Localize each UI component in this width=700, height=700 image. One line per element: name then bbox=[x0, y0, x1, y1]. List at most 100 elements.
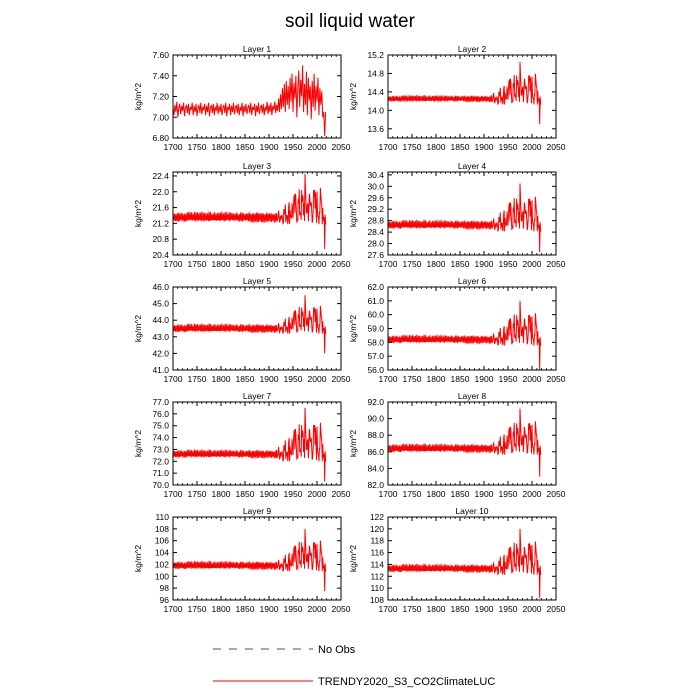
y-tick-label: 106 bbox=[155, 536, 169, 546]
y-axis-label: kg/m^2 bbox=[133, 545, 143, 572]
panel-layer-3: Layer 3 kg/m^2 1700 1750 1800 1850 1900 1950 200… bbox=[133, 161, 351, 269]
y-tick-label: 122 bbox=[370, 512, 384, 522]
y-tick-label: 86.0 bbox=[367, 447, 384, 457]
y-tick-label: 70.0 bbox=[152, 480, 169, 490]
legend-label-trendy: TRENDY2020_S3_CO2ClimateLUC bbox=[318, 676, 495, 688]
x-tick-label: 1700 bbox=[379, 604, 398, 614]
panel-title: Layer 8 bbox=[458, 391, 487, 401]
series-line bbox=[173, 295, 327, 354]
panel-layer-10: Layer 10 kg/m^2 1700 1750 1800 1850 1900 1950 20… bbox=[348, 506, 566, 614]
y-tick-label: 59.0 bbox=[367, 324, 384, 334]
x-tick-label: 1800 bbox=[212, 259, 231, 269]
y-tick-label: 15.2 bbox=[367, 50, 384, 60]
y-tick-label: 6.80 bbox=[152, 133, 169, 143]
x-tick-label: 1700 bbox=[379, 489, 398, 499]
plot-frame bbox=[387, 171, 557, 256]
x-tick-label: 1950 bbox=[499, 142, 518, 152]
x-tick-label: 1700 bbox=[379, 259, 398, 269]
x-tick-label: 2000 bbox=[308, 489, 327, 499]
x-tick-label: 1800 bbox=[427, 374, 446, 384]
y-tick-label: 20.4 bbox=[152, 250, 169, 260]
panel-title: Layer 1 bbox=[243, 44, 272, 54]
x-tick-label: 2050 bbox=[547, 489, 566, 499]
x-tick-label: 2000 bbox=[523, 604, 542, 614]
x-tick-label: 2050 bbox=[547, 604, 566, 614]
x-tick-label: 1850 bbox=[451, 489, 470, 499]
x-tick-label: 1700 bbox=[164, 489, 183, 499]
plot-frame bbox=[172, 401, 342, 486]
panel-title: Layer 6 bbox=[458, 276, 487, 286]
panel-title: Layer 7 bbox=[243, 391, 272, 401]
y-tick-label: 29.6 bbox=[367, 193, 384, 203]
series-line bbox=[173, 65, 327, 136]
y-tick-label: 116 bbox=[370, 548, 384, 558]
y-tick-label: 30.4 bbox=[367, 170, 384, 180]
y-tick-label: 98 bbox=[160, 583, 170, 593]
y-tick-label: 7.20 bbox=[152, 92, 169, 102]
y-tick-label: 27.6 bbox=[367, 250, 384, 260]
x-tick-label: 1800 bbox=[212, 489, 231, 499]
y-tick-label: 74.0 bbox=[152, 433, 169, 443]
series-line bbox=[173, 528, 327, 592]
x-tick-label: 2000 bbox=[523, 259, 542, 269]
x-tick-label: 1900 bbox=[475, 374, 494, 384]
y-tick-label: 96 bbox=[160, 595, 170, 605]
x-tick-label: 1900 bbox=[260, 259, 279, 269]
y-axis-label: kg/m^2 bbox=[133, 430, 143, 457]
x-tick-label: 1850 bbox=[451, 142, 470, 152]
x-tick-label: 1950 bbox=[284, 259, 303, 269]
y-axis-label: kg/m^2 bbox=[348, 315, 358, 342]
panel-layer-1: Layer 1 kg/m^2 1700 1750 1800 1850 1900 1950 200… bbox=[133, 44, 351, 152]
y-tick-label: 118 bbox=[370, 536, 384, 546]
x-tick-label: 2000 bbox=[308, 142, 327, 152]
y-tick-label: 56.0 bbox=[367, 365, 384, 375]
plot-frame bbox=[387, 401, 557, 486]
panel-grid: Layer 1 kg/m^2 1700 1750 1800 1850 1900 1950 200… bbox=[133, 44, 566, 614]
panel-layer-8: Layer 8 kg/m^2 1700 1750 1800 1850 1900 1950 200… bbox=[348, 391, 566, 499]
x-tick-label: 1850 bbox=[236, 489, 255, 499]
x-tick-label: 1900 bbox=[475, 489, 494, 499]
panel-layer-4: Layer 4 kg/m^2 1700 1750 1800 1850 1900 1950 200… bbox=[348, 161, 566, 269]
x-tick-label: 1800 bbox=[212, 142, 231, 152]
series-line bbox=[173, 173, 327, 250]
y-tick-label: 21.6 bbox=[152, 203, 169, 213]
x-tick-label: 2000 bbox=[308, 374, 327, 384]
y-tick-label: 104 bbox=[155, 548, 169, 558]
y-tick-label: 14.0 bbox=[367, 105, 384, 115]
x-tick-label: 2000 bbox=[308, 604, 327, 614]
y-tick-label: 46.0 bbox=[152, 282, 169, 292]
y-tick-label: 90.0 bbox=[367, 414, 384, 424]
x-tick-label: 1950 bbox=[499, 604, 518, 614]
y-tick-label: 60.0 bbox=[367, 310, 384, 320]
y-axis-label: kg/m^2 bbox=[133, 315, 143, 342]
y-tick-label: 71.0 bbox=[152, 468, 169, 478]
y-tick-label: 44.0 bbox=[152, 315, 169, 325]
x-tick-label: 1850 bbox=[236, 259, 255, 269]
y-tick-label: 57.0 bbox=[367, 351, 384, 361]
y-axis-label: kg/m^2 bbox=[133, 83, 143, 110]
y-tick-label: 62.0 bbox=[367, 282, 384, 292]
y-tick-label: 100 bbox=[155, 571, 169, 581]
x-tick-label: 1950 bbox=[284, 142, 303, 152]
panel-title: Layer 3 bbox=[243, 161, 272, 171]
y-tick-label: 77.0 bbox=[152, 397, 169, 407]
y-tick-label: 14.8 bbox=[367, 68, 384, 78]
x-tick-label: 1700 bbox=[164, 374, 183, 384]
y-tick-label: 120 bbox=[370, 524, 384, 534]
x-tick-label: 1800 bbox=[427, 259, 446, 269]
panel-title: Layer 2 bbox=[458, 44, 487, 54]
y-axis-label: kg/m^2 bbox=[348, 430, 358, 457]
x-tick-label: 1950 bbox=[499, 259, 518, 269]
panel-layer-9: Layer 9 kg/m^2 1700 1750 1800 1850 1900 1950 200… bbox=[133, 506, 351, 614]
y-tick-label: 14.4 bbox=[367, 87, 384, 97]
y-tick-label: 58.0 bbox=[367, 337, 384, 347]
y-tick-label: 45.0 bbox=[152, 299, 169, 309]
y-tick-label: 43.0 bbox=[152, 332, 169, 342]
x-tick-label: 1800 bbox=[427, 604, 446, 614]
y-tick-label: 88.0 bbox=[367, 430, 384, 440]
panel-layer-2: Layer 2 kg/m^2 1700 1750 1800 1850 1900 1950 200… bbox=[348, 44, 566, 152]
x-tick-label: 1900 bbox=[475, 604, 494, 614]
x-tick-label: 1800 bbox=[427, 142, 446, 152]
x-tick-label: 1900 bbox=[475, 142, 494, 152]
x-tick-label: 1750 bbox=[403, 259, 422, 269]
